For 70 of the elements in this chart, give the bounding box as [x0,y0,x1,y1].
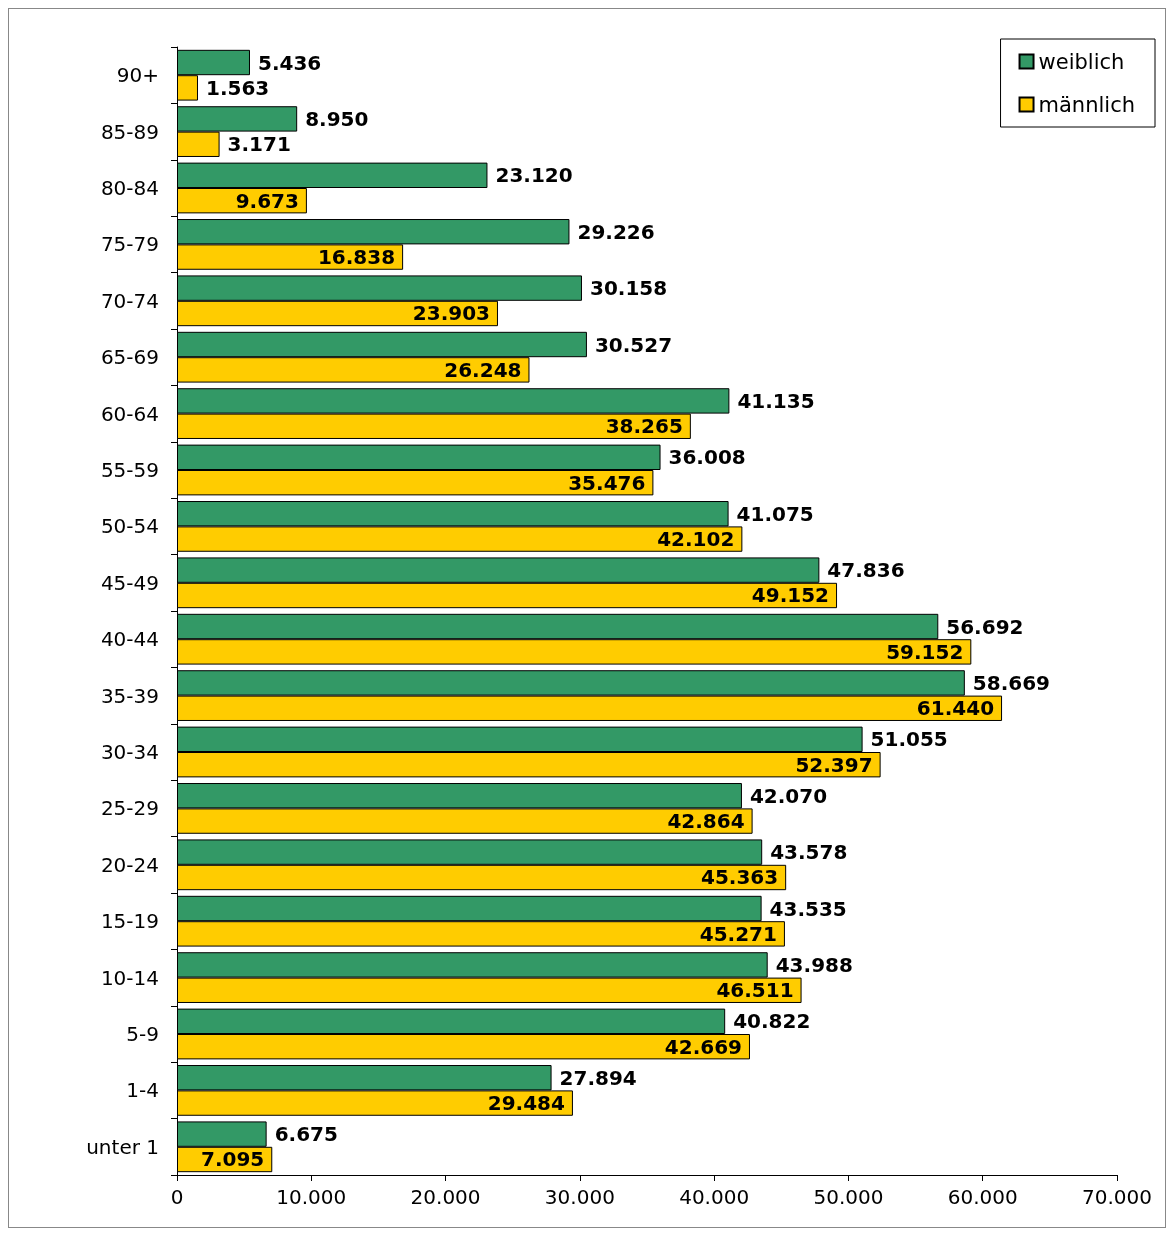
y-tick-label: 50-54 [100,514,159,539]
y-tick-label: 25-29 [100,796,159,821]
x-tick-label: 40.000 [679,1185,750,1209]
data-label: 42.070 [749,783,828,808]
x-tick-label: 0 [170,1185,184,1209]
y-tick-label: 90+ [116,63,159,88]
data-label: 38.265 [605,414,683,439]
data-label: 6.675 [274,1122,338,1147]
y-tick-label: 1-4 [126,1078,159,1103]
y-tick-label: 75-79 [100,232,159,257]
data-label: 46.511 [716,978,794,1003]
legend-label: männlich [1038,92,1135,117]
data-label: 58.669 [972,670,1051,695]
y-tick-label: 65-69 [100,345,159,370]
data-label: 43.578 [770,840,848,865]
data-label: 59.152 [886,639,964,664]
y-tick-label: 10-14 [100,965,159,990]
data-label: 49.152 [751,583,830,608]
y-tick-label: 85-89 [100,119,159,144]
x-tick-label: 60.000 [947,1185,1018,1209]
data-label: 3.171 [227,132,291,157]
y-tick-label: 20-24 [100,852,159,877]
data-label: 42.102 [657,527,735,552]
data-label: 16.838 [317,245,396,270]
y-tick-label: 15-19 [100,909,159,934]
data-label: 23.120 [495,163,573,188]
y-tick-label: 30-34 [100,740,159,764]
data-label: 41.135 [737,388,815,413]
data-label: 40.822 [733,1009,811,1034]
data-label: 47.836 [827,558,905,583]
legend-label: weiblich [1038,49,1125,74]
data-label: 35.476 [568,470,646,495]
data-label: 8.950 [305,106,369,131]
data-label: 5.436 [258,50,322,75]
data-label: 56.692 [946,614,1024,639]
data-label: 27.894 [559,1065,637,1090]
data-label: 42.669 [664,1034,742,1059]
y-tick-label: 35-39 [100,683,159,708]
data-label: 23.903 [412,301,490,326]
x-tick-label: 70.000 [1082,1185,1152,1209]
data-label: 7.095 [201,1147,265,1172]
data-label: 29.484 [487,1091,565,1116]
x-tick-label: 10.000 [276,1185,347,1209]
y-tick-label: 70-74 [100,288,159,313]
data-label: 42.864 [667,809,745,834]
data-label: 9.673 [235,188,299,213]
data-label: 36.008 [668,445,746,470]
x-tick-label: 30.000 [544,1185,615,1209]
data-label: 45.271 [699,921,777,946]
data-label: 43.535 [769,896,847,921]
y-tick-label: 80-84 [100,176,159,200]
y-tick-label: 40-44 [100,627,159,652]
y-tick-label: 5-9 [126,1022,159,1046]
x-tick-label: 50.000 [813,1185,884,1209]
data-label: 51.055 [870,727,948,752]
y-tick-label: 60-64 [100,401,159,426]
data-label: 30.158 [589,276,668,301]
data-label: 30.527 [594,332,673,357]
y-tick-label: unter 1 [86,1134,159,1159]
data-label: 52.397 [795,752,873,777]
data-label: 43.988 [775,952,853,977]
data-label: 61.440 [916,696,995,721]
data-label: 41.075 [736,501,814,526]
y-tick-label: 55-59 [100,458,159,482]
data-label: 1.563 [205,75,270,100]
data-label: 26.248 [444,357,522,382]
y-tick-label: 45-49 [100,570,159,595]
x-tick-label: 20.000 [410,1185,481,1209]
data-label: 45.363 [700,865,779,890]
data-label: 29.226 [577,219,655,244]
